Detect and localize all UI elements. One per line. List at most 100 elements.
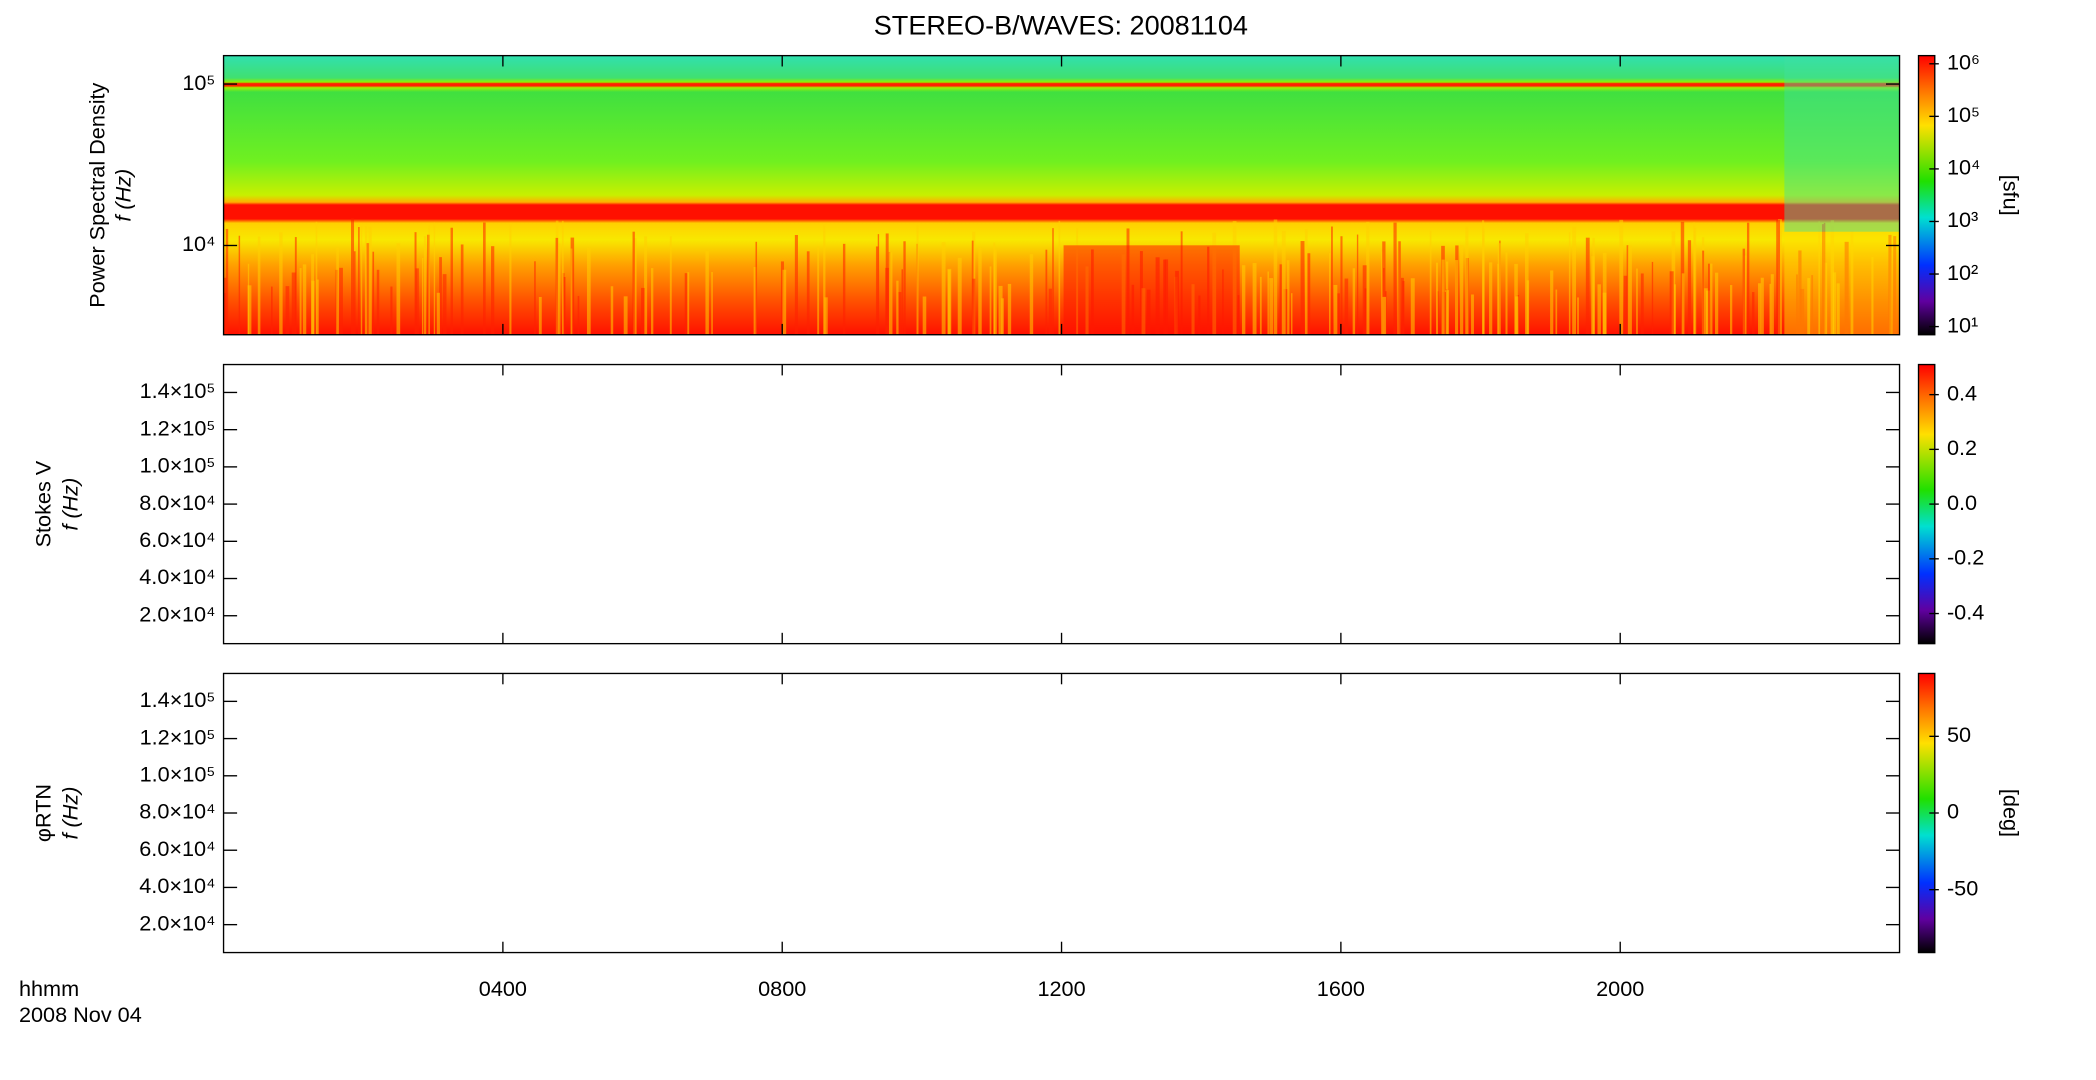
spectrogram-streak: [1366, 221, 1370, 335]
spectrogram-streak: [421, 257, 424, 335]
spectrogram-streak: [644, 236, 648, 335]
spectrogram-streak: [1830, 220, 1835, 335]
spectrogram-streak: [423, 236, 427, 335]
y-tick-label: 2.0×10⁴: [139, 910, 215, 935]
spectrogram-streak: [439, 257, 442, 335]
spectrogram-streak: [1844, 241, 1849, 335]
spectrogram-streak: [1706, 290, 1710, 335]
spectrogram-streak: [238, 235, 241, 335]
spectrogram-streak: [368, 226, 372, 335]
spectrogram-streak: [1710, 263, 1713, 335]
y-tick-label: 4.0×10⁴: [139, 564, 215, 589]
spectrogram-streak: [1286, 260, 1290, 335]
y-tick-label: 10⁵: [182, 70, 215, 95]
spectrogram-streak: [1402, 280, 1405, 335]
spectrogram-streak: [901, 269, 904, 335]
spectrogram-streak: [1259, 276, 1262, 335]
spectrogram-streak: [483, 222, 486, 335]
spectrogram-streak: [1742, 248, 1745, 335]
spectrogram-streak: [824, 297, 828, 335]
spectrogram-streak: [1344, 278, 1349, 335]
quiet-region: [1784, 55, 1900, 232]
spectrogram-streak: [1687, 240, 1692, 335]
x-axis-date: 2008 Nov 04: [19, 1002, 142, 1027]
spectrogram-streak: [224, 277, 227, 335]
spectrogram-streak: [1760, 277, 1764, 335]
spectrogram-streak: [903, 241, 906, 335]
spectrogram-streak: [1471, 294, 1474, 335]
spectrogram-streak: [1300, 241, 1305, 335]
spectrogram-streak: [1291, 293, 1293, 335]
spectrogram-streak: [1636, 268, 1638, 335]
y-tick-label: 1.2×10⁵: [140, 415, 216, 440]
spectrogram-streak: [1029, 254, 1034, 335]
y-tick-label: 1.0×10⁵: [140, 453, 216, 478]
spectrogram-streak: [1489, 262, 1493, 335]
spectrogram-streak: [1441, 259, 1445, 335]
colorbar-tick-label: -50: [1947, 875, 1978, 900]
spectrogram-streak: [1550, 270, 1554, 335]
spectrogram-streak: [610, 286, 614, 335]
spectrogram-streak: [1577, 297, 1579, 335]
colorbar-tick-label: 0.2: [1947, 435, 1977, 460]
spectrogram-streak: [651, 268, 654, 335]
spectrogram-streak: [1304, 229, 1308, 335]
spectrogram-streak: [1572, 226, 1577, 335]
spectrogram-streak: [1893, 236, 1897, 335]
y-tick-label: 1.2×10⁵: [140, 724, 216, 749]
spectrogram-streak: [1674, 284, 1676, 335]
y-tick-label: 1.4×10⁵: [140, 378, 216, 403]
spectrogram-streak: [957, 257, 962, 335]
x-tick-label: 1600: [1317, 976, 1365, 1001]
colorbar-tick-label: 10³: [1947, 207, 1978, 232]
colorbar-tick-label: 0: [1947, 799, 1959, 824]
spectrogram-streak: [390, 286, 393, 335]
spectrogram-streak: [570, 248, 573, 335]
spectrogram-streak: [1703, 288, 1708, 335]
y-tick-label: 6.0×10⁴: [139, 527, 215, 552]
spectrogram-streak: [299, 268, 302, 335]
spectrogram-streak: [794, 234, 798, 335]
spectrogram-streak: [989, 266, 992, 335]
spectrogram-streak: [1362, 265, 1367, 335]
spectrogram-streak: [897, 292, 902, 335]
spectrogram-streak: [1824, 262, 1828, 335]
spectrogram-streak: [1669, 271, 1674, 335]
spectrogram: [223, 55, 1900, 335]
y-tick-label: 4.0×10⁴: [139, 873, 215, 898]
spectrogram-streak: [1058, 220, 1061, 335]
spectrogram-streak: [1796, 274, 1798, 335]
y-tick-label: 6.0×10⁴: [139, 836, 215, 861]
y-axis-label: Power Spectral Density: [85, 82, 110, 307]
spectrogram-streak: [271, 286, 273, 335]
spectrogram-streak: [1626, 245, 1629, 335]
spectrogram-streak: [1776, 219, 1781, 335]
spectrogram-streak: [1651, 261, 1654, 335]
spectrogram-streak: [376, 269, 380, 335]
y-axis-label: Stokes V: [30, 460, 55, 547]
x-tick-label: 0800: [758, 976, 806, 1001]
spectrogram-streak: [561, 220, 564, 335]
plot-frame: [222, 672, 1901, 954]
spectrogram-streak: [1281, 230, 1286, 335]
x-tick-label: 0400: [479, 976, 527, 1001]
spectrogram-streak: [916, 225, 919, 335]
spectrogram-streak: [1619, 219, 1624, 335]
spectrogram-streak: [1331, 226, 1333, 335]
y-axis-label: f (Hz): [58, 787, 83, 840]
spectrogram-streak: [1267, 271, 1269, 335]
spectrogram-streak: [1445, 290, 1449, 335]
y-axis-label: φRTN: [30, 784, 55, 842]
spectrogram-streak: [1681, 273, 1685, 335]
x-tick-label: 2000: [1596, 976, 1644, 1001]
spectrogram-streak: [1702, 250, 1705, 335]
spectrogram-streak: [1585, 237, 1590, 335]
spectrogram-streak: [1436, 262, 1439, 335]
y-axis-label: f (Hz): [58, 478, 83, 531]
spectrogram-streak: [922, 296, 927, 335]
active-region: [1063, 245, 1240, 335]
spectrogram-streak: [823, 224, 826, 335]
spectrogram-streak: [556, 243, 561, 335]
spectrogram-streak: [1497, 263, 1499, 335]
spectrogram-streak: [1800, 288, 1805, 335]
